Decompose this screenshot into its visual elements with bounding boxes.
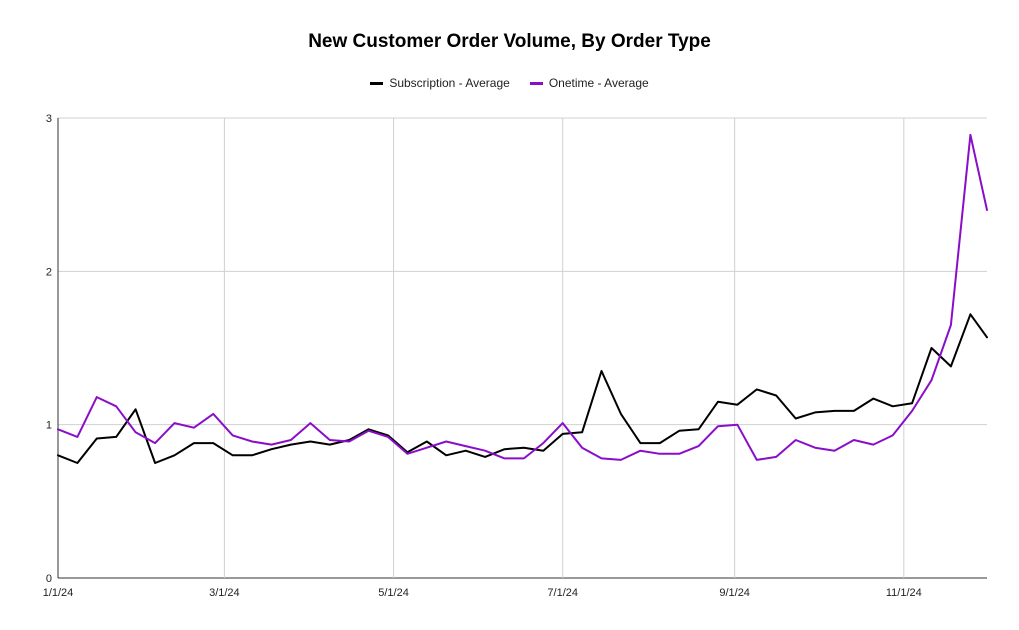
series-points-subscription — [57, 314, 988, 464]
y-tick-label: 3 — [46, 113, 52, 125]
series-line-subscription[interactable] — [57, 313, 988, 464]
series-line-onetime[interactable] — [57, 133, 988, 461]
x-tick-label: 11/1/24 — [886, 587, 922, 599]
chart-title: New Customer Order Volume, By Order Type — [308, 31, 711, 52]
y-tick-label: 1 — [46, 420, 52, 432]
legend-swatch-onetime — [529, 81, 543, 85]
grid-layer — [57, 117, 987, 579]
legend-item-onetime[interactable]: Onetime - Average — [529, 76, 649, 90]
legend-swatch-subscription — [370, 81, 384, 85]
x-tick-label: 9/1/24 — [719, 587, 750, 599]
series-layer — [57, 133, 988, 464]
y-tick-label: 2 — [46, 266, 52, 278]
legend: Subscription - Average Onetime - Average — [0, 76, 1019, 90]
legend-label-onetime: Onetime - Average — [548, 76, 649, 90]
x-tick-label: 3/1/24 — [209, 587, 240, 599]
legend-label-subscription: Subscription - Average — [389, 76, 510, 90]
series-points-onetime — [57, 134, 988, 460]
x-tick-label: 1/1/24 — [43, 587, 74, 599]
axis-layer: 0 1 2 3 1/1/24 3/1/24 5/1/24 7/1/24 9/1/24 11/1/2… — [43, 113, 922, 599]
legend-item-subscription[interactable]: Subscription - Average — [370, 76, 510, 90]
x-tick-label: 5/1/24 — [378, 587, 409, 599]
x-tick-label: 7/1/24 — [547, 587, 578, 599]
y-tick-label: 0 — [46, 573, 52, 585]
